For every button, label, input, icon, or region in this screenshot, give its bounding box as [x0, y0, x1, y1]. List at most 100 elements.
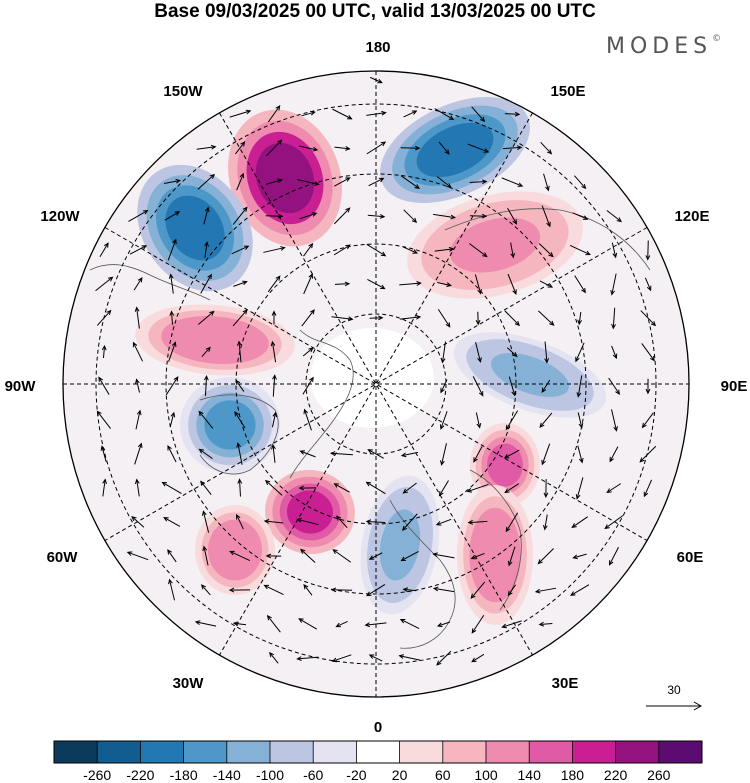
- anomaly-contour: [165, 195, 225, 261]
- wind-vector: [641, 412, 654, 429]
- wind-vector: [196, 144, 217, 150]
- wind-vector: [271, 411, 278, 428]
- lon-label-60w: 60W: [47, 549, 79, 566]
- lon-label-120w: 120W: [40, 208, 80, 225]
- longitude-labels: 180 150E 120E 90E 60E 30E 0 30W 60W 90W …: [5, 39, 748, 736]
- wind-vector: [403, 110, 418, 118]
- wind-vector: [200, 273, 212, 294]
- wind-vector: [577, 445, 584, 464]
- wind-vector: [440, 341, 447, 364]
- wind-vector: [365, 519, 386, 525]
- wind-vector: [263, 584, 284, 596]
- wind-vector: [507, 546, 516, 567]
- lon-label-60e: 60E: [677, 549, 704, 566]
- wind-vector: [265, 213, 284, 219]
- wind-vector: [165, 376, 179, 396]
- latitude-circle: [235, 243, 517, 525]
- colorbar-segment: [313, 741, 357, 763]
- wind-vector: [504, 111, 521, 117]
- wind-vector: [541, 379, 551, 393]
- lon-label-90w: 90W: [5, 378, 37, 395]
- wind-vector: [134, 478, 140, 497]
- wind-vector: [439, 411, 448, 430]
- wind-vector: [437, 308, 451, 328]
- wind-vector: [329, 451, 353, 456]
- latitude-circle: [165, 173, 587, 595]
- wind-vector: [400, 145, 421, 151]
- wind-vector: [474, 274, 482, 295]
- colorbar-segment: [615, 741, 660, 763]
- wind-vector: [435, 518, 452, 526]
- wind-vector: [574, 175, 587, 190]
- wind-vector: [366, 141, 387, 155]
- wind-vector: [368, 654, 383, 662]
- wind-vector: [501, 620, 522, 629]
- wind-vector: [266, 139, 283, 157]
- wind-vector: [534, 587, 557, 594]
- wind-vector: [501, 177, 524, 187]
- wind-vector: [95, 276, 114, 292]
- wind-vector: [303, 583, 313, 596]
- wind-vector: [367, 449, 384, 459]
- wind-vector: [233, 280, 248, 287]
- wind-vector: [368, 177, 385, 187]
- wind-vector: [164, 178, 182, 185]
- wind-vector: [366, 110, 387, 116]
- wind-vector: [644, 277, 652, 292]
- anomaly-contour: [174, 321, 256, 359]
- wind-vector: [469, 179, 488, 185]
- wind-vector: [570, 584, 590, 596]
- wind-vector: [467, 143, 490, 153]
- wind-vector: [366, 243, 387, 257]
- colorbar-segment: [658, 741, 703, 763]
- wind-vector: [302, 376, 314, 395]
- colorbar-segment: [97, 741, 141, 763]
- wind-vector: [436, 621, 451, 628]
- map-border: [62, 70, 690, 698]
- anomaly-contour: [255, 142, 315, 214]
- wind-vector: [335, 515, 348, 529]
- wind-vector: [432, 552, 455, 559]
- anomaly-layer: [135, 97, 607, 625]
- wind-vector: [236, 513, 244, 530]
- wind-vector: [436, 650, 452, 666]
- anomaly-hudson-negative: [180, 377, 280, 473]
- wind-vector: [504, 483, 520, 494]
- wind-vector: [436, 176, 452, 189]
- wind-vector: [577, 311, 583, 326]
- wind-vector: [335, 620, 348, 628]
- wind-vector: [198, 410, 214, 429]
- siberia-coast: [444, 208, 651, 271]
- wind-vector: [575, 477, 584, 500]
- wind-vector: [475, 412, 482, 429]
- wind-vector: [364, 622, 387, 628]
- wind-vector: [232, 309, 248, 327]
- scandinavia-coast: [389, 499, 456, 649]
- wind-vector: [234, 411, 246, 429]
- colorbar-segment: [572, 741, 616, 763]
- wind-vector: [576, 375, 583, 398]
- wind-vector: [643, 479, 653, 498]
- logo-mark: ©: [712, 34, 722, 44]
- wind-vector: [403, 209, 418, 223]
- latitude-circle: [305, 313, 447, 455]
- colorbar-tick-label: -260: [83, 767, 111, 783]
- wind-vector: [502, 145, 523, 151]
- wind-vector: [169, 310, 175, 325]
- wind-vector: [272, 374, 277, 397]
- wind-vector: [134, 442, 143, 465]
- wind-vector: [611, 409, 618, 432]
- wind-vector: [369, 315, 384, 321]
- wind-vector: [574, 275, 586, 294]
- colorbar-tick-label: 140: [518, 767, 542, 783]
- wind-vector: [99, 242, 109, 258]
- wind-vector: [608, 547, 619, 566]
- wind-vector: [332, 108, 353, 120]
- wind-vector: [168, 341, 177, 362]
- wind-vector: [639, 445, 657, 463]
- wind-vector: [471, 614, 485, 634]
- wind-vector: [266, 178, 283, 185]
- wind-vector: [541, 443, 551, 466]
- wind-vector: [475, 342, 482, 363]
- wind-vector: [609, 446, 619, 463]
